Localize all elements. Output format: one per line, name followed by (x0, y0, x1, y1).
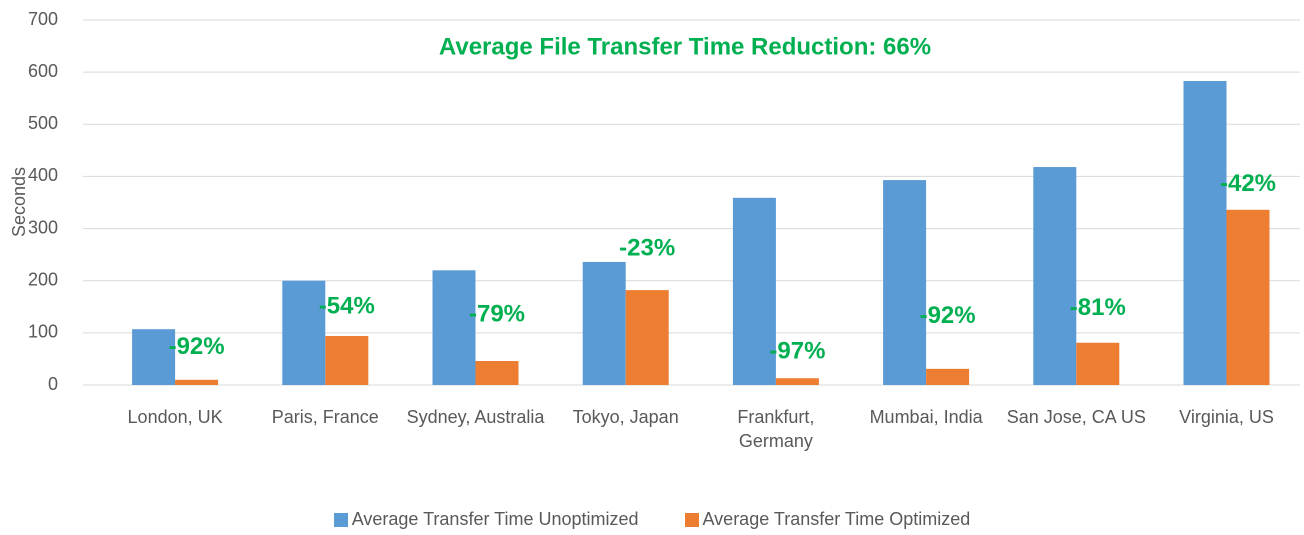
reduction-label: -23% (619, 234, 675, 261)
bar (475, 361, 519, 385)
y-tick-label: 700 (28, 9, 58, 29)
x-tick-label: San Jose, CA US (1006, 407, 1146, 427)
x-tick-label: Paris, France (271, 407, 379, 427)
x-tick-label: Tokyo, Japan (572, 407, 679, 427)
bar (732, 197, 776, 385)
bar (1033, 167, 1077, 385)
bar (1226, 209, 1270, 385)
reduction-label: -81% (1070, 294, 1126, 321)
x-tick-label: Virginia, US (1179, 407, 1274, 427)
bar (432, 270, 476, 385)
x-tick-label: Mumbai, India (869, 407, 983, 427)
y-tick-label: 0 (48, 374, 58, 394)
y-tick-label: 500 (28, 113, 58, 133)
x-tick-label: Sydney, Australia (406, 407, 545, 427)
y-axis-label: Seconds (9, 167, 29, 237)
y-tick-label: 300 (28, 217, 58, 237)
reduction-label: -54% (319, 292, 375, 319)
reduction-label: -97% (769, 338, 825, 365)
bar (132, 329, 176, 385)
bar (926, 368, 970, 385)
bar (1076, 342, 1120, 385)
y-tick-label: 400 (28, 165, 58, 185)
y-tick-label: 600 (28, 61, 58, 81)
chart-title: Average File Transfer Time Reduction: 66… (439, 33, 931, 60)
legend-label: Average Transfer Time Unoptimized (351, 509, 639, 529)
y-tick-label: 100 (28, 322, 58, 342)
legend-item: Average Transfer Time Optimized (684, 509, 971, 530)
reduction-label: -92% (169, 333, 225, 360)
reduction-label: -92% (920, 302, 976, 329)
legend: Average Transfer Time Unoptimized Average… (0, 509, 1304, 530)
legend-swatch (684, 512, 699, 527)
bar (582, 261, 626, 385)
bar (883, 180, 927, 385)
legend-item: Average Transfer Time Unoptimized (333, 509, 639, 530)
bar (775, 378, 819, 385)
bar (1183, 81, 1227, 385)
legend-swatch (333, 512, 348, 527)
legend-label: Average Transfer Time Optimized (702, 509, 971, 529)
bar (282, 280, 326, 385)
bar (625, 290, 669, 385)
bar (325, 335, 369, 385)
y-tick-label: 200 (28, 269, 58, 289)
bar (175, 379, 219, 385)
reduction-label: -79% (469, 300, 525, 327)
reduction-label: -42% (1220, 170, 1276, 197)
x-tick-label: London, UK (127, 407, 223, 427)
x-tick-label: Frankfurt, Germany (737, 407, 815, 451)
